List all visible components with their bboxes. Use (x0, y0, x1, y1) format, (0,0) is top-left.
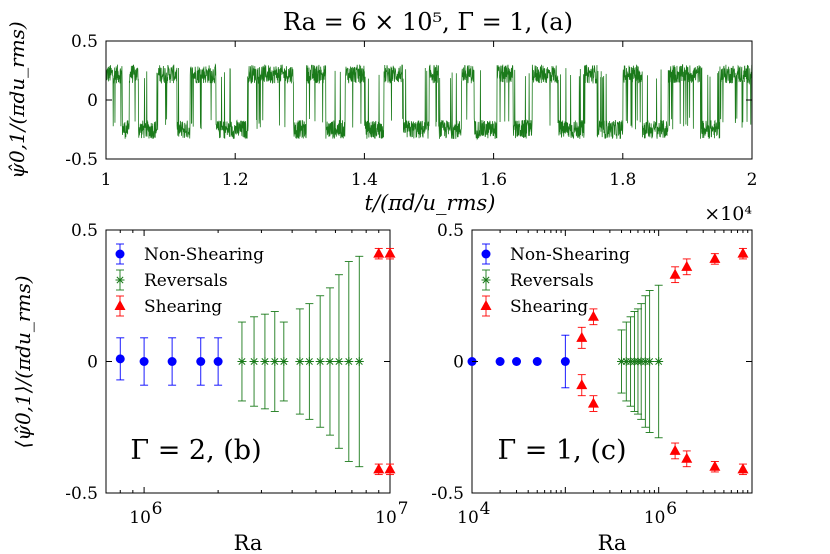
x-tick-label: 10 (644, 508, 666, 528)
triangle-marker (669, 444, 681, 455)
y-tick-label: -0.5 (65, 150, 98, 170)
asterisk-marker (315, 357, 325, 366)
x-tick-exponent: 6 (666, 499, 677, 519)
panel-b-ylabel: ⟨ψ̂0,1⟩/(πdu_rms) (11, 275, 35, 448)
triangle-marker (709, 460, 721, 471)
legend-label: Non-Shearing (510, 245, 630, 265)
asterisk-marker (654, 357, 664, 366)
panel-b-xlabel: Ra (234, 531, 263, 554)
panel-a: 1 1.2 1.4 1.6 1.8 2 -0.5 0 0.5 t/(πd/u_rms) ψ̂0… (5, 21, 757, 225)
y-tick-label: 0.5 (71, 32, 98, 52)
triangle-marker (737, 247, 749, 258)
asterisk-marker (249, 357, 259, 366)
y-tick-label: 0 (453, 353, 464, 373)
triangle-marker (480, 300, 492, 310)
panel-a-signal (105, 63, 753, 141)
panel-c-xlabel: Ra (598, 531, 627, 554)
circle-marker (115, 354, 125, 364)
circle-marker (196, 357, 206, 366)
panel-a-x-ticks: 1 1.2 1.4 1.6 1.8 2 (101, 41, 758, 190)
asterisk-marker (270, 357, 280, 366)
asterisk-marker (617, 357, 627, 366)
asterisk-marker (237, 357, 247, 366)
asterisk-marker (304, 357, 314, 366)
x-tick-label: 1.4 (351, 170, 378, 190)
legend-label: Shearing (510, 297, 588, 317)
panel-c-x-ticks: 10 4 10 6 (457, 230, 749, 528)
panel-b-marks (115, 247, 396, 476)
legend-label: Reversals (510, 271, 594, 291)
y-tick-label: -0.5 (65, 484, 98, 504)
circle-marker (495, 357, 505, 366)
panel-b-annotation: Γ = 2, (b) (130, 435, 261, 466)
asterisk-marker (344, 357, 354, 366)
legend-label: Non-Shearing (144, 245, 264, 265)
panel-b: 10 6 10 7 -0.500.5 Non-ShearingReversalsShe… (11, 221, 408, 554)
asterisk-marker (354, 357, 364, 366)
x-tick-label: 1.8 (609, 170, 636, 190)
panel-c-legend: Non-Shearing Reversals Shearing (480, 243, 630, 317)
y-tick-label: 0.5 (71, 221, 98, 241)
asterisk-marker (325, 357, 335, 366)
triangle-marker (681, 260, 693, 271)
y-tick-label: 0.5 (437, 221, 464, 241)
asterisk-marker (260, 357, 270, 366)
x-tick-label: 1 (101, 170, 112, 190)
triangle-marker (709, 252, 721, 263)
x-tick-label: 10 (457, 508, 479, 528)
circle-marker (512, 357, 522, 366)
x-tick-label: 10 (375, 508, 397, 528)
figure-title: Ra = 6 × 10⁵, Γ = 1, (a) (283, 8, 573, 36)
legend-label: Reversals (144, 271, 228, 291)
panel-a-xlabel: t/(πd/u_rms) (365, 191, 496, 215)
triangle-marker (384, 247, 396, 258)
y-tick-label: 0 (87, 353, 98, 373)
circle-marker (481, 249, 491, 259)
legend-label: Shearing (144, 297, 222, 317)
triangle-marker (576, 379, 588, 390)
y-tick-label: 0 (87, 91, 98, 111)
panel-b-legend: Non-Shearing Reversals Shearing (114, 243, 264, 317)
x-tick-label: 2 (747, 170, 758, 190)
x-tick-exponent: 7 (398, 499, 409, 519)
panel-c-annotation: Γ = 1, (c) (497, 435, 626, 466)
panel-c-y-ticks: -0.5 0 0.5 (431, 221, 752, 504)
timeseries-line (105, 63, 753, 141)
x-tick-label: 10 (129, 508, 151, 528)
asterisk-marker (295, 357, 305, 366)
triangle-marker (681, 452, 693, 463)
asterisk-marker (481, 275, 491, 285)
x-tick-label: 1.6 (480, 170, 507, 190)
asterisk-marker (115, 275, 125, 285)
circle-marker (139, 357, 149, 366)
x-tick-label: 1.2 (222, 170, 249, 190)
triangle-marker (373, 247, 385, 258)
x-tick-exponent: 6 (152, 499, 163, 519)
panel-b-y-ticks: -0.5 0 0.5 (65, 221, 390, 504)
triangle-marker (373, 463, 385, 474)
panel-a-x-multiplier: ×10⁴ (704, 203, 752, 225)
triangle-marker (587, 310, 599, 321)
circle-marker (532, 357, 542, 366)
panel-a-y-ticks: -0.5 0 0.5 (65, 32, 752, 170)
x-tick-exponent: 4 (480, 499, 491, 519)
triangle-marker (114, 300, 126, 310)
panel-c: 10 4 10 6 -0.500.5 Non-ShearingReversalsShe… (431, 221, 753, 554)
triangle-marker (669, 268, 681, 279)
asterisk-marker (645, 357, 655, 366)
circle-marker (560, 357, 570, 366)
triangle-marker (587, 397, 599, 408)
triangle-marker (737, 463, 749, 474)
triangle-marker (384, 463, 396, 474)
panel-a-ylabel: ψ̂0,1/(πdu_rms) (5, 21, 29, 178)
circle-marker (213, 357, 223, 366)
asterisk-marker (279, 357, 289, 366)
circle-marker (115, 249, 125, 259)
asterisk-marker (334, 357, 344, 366)
circle-marker (167, 357, 177, 366)
triangle-marker (576, 331, 588, 342)
panel-c-marks (467, 247, 749, 476)
y-tick-label: -0.5 (431, 484, 464, 504)
